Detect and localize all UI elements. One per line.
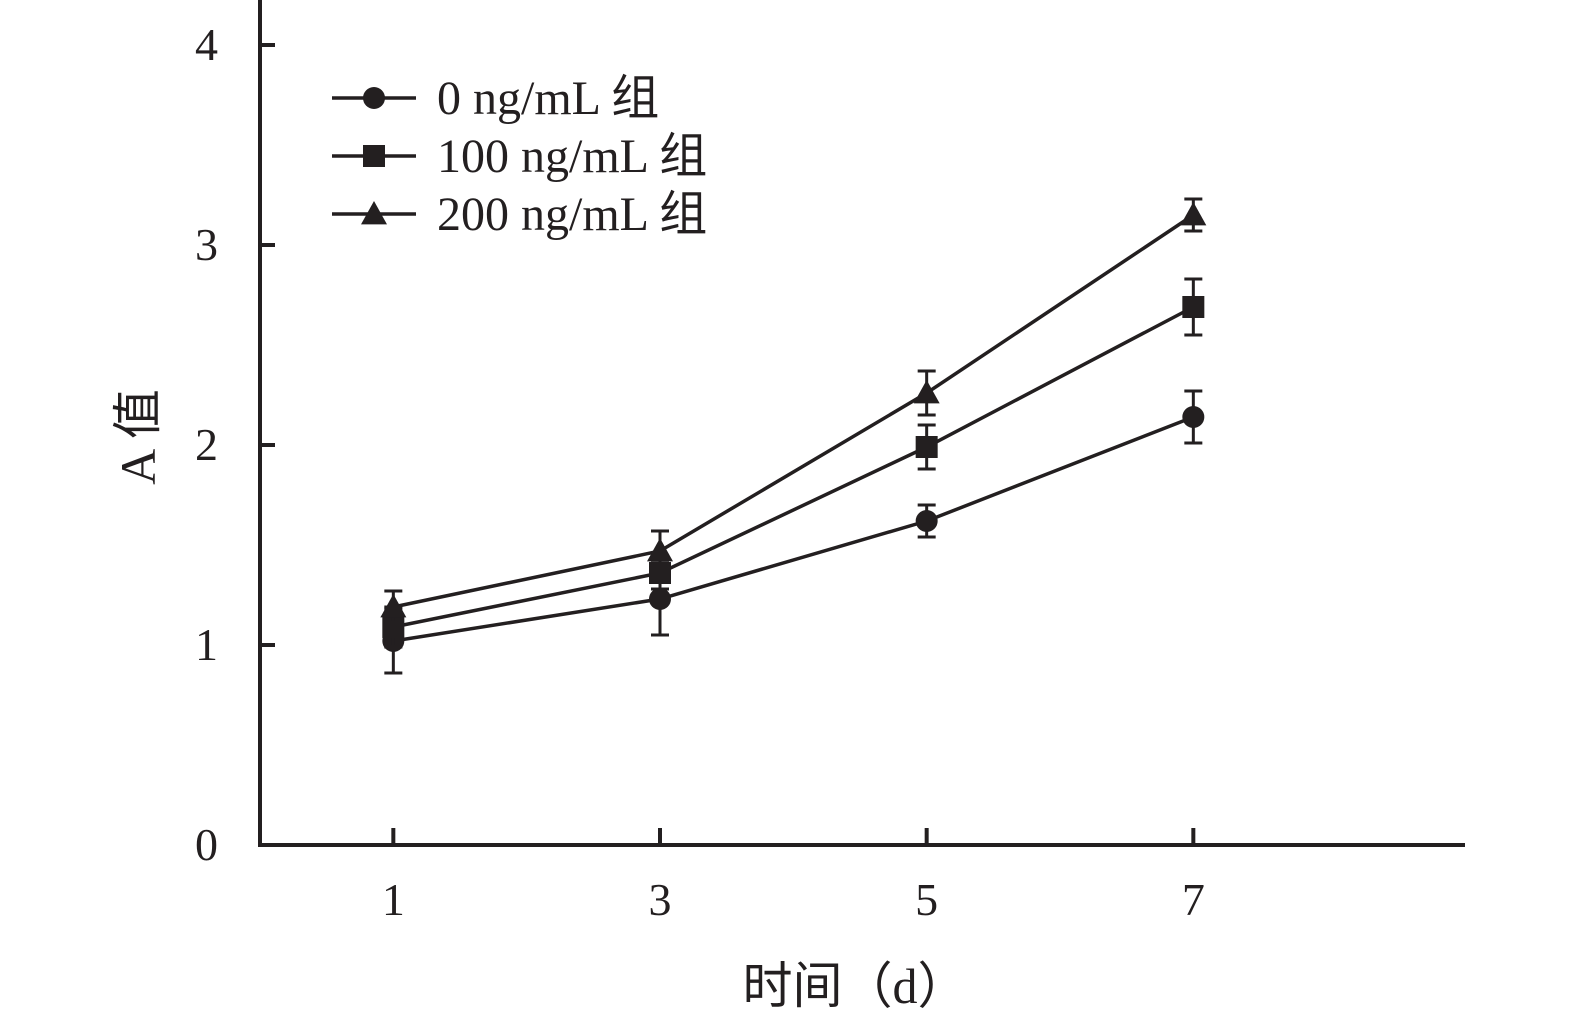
x-ticks: 1 3 5 7 [382,828,1205,925]
y-tick-label: 1 [195,619,218,670]
series-line [393,415,1194,643]
series-circle [382,389,1205,675]
axes [258,0,1465,847]
data-point [380,594,407,618]
y-tick-label: 0 [195,819,218,870]
series-line [392,305,1195,629]
x-tick-label: 5 [915,874,938,925]
series-square [382,277,1205,649]
data-point [647,538,673,562]
legend-label: 100 ng/mL 组 [437,130,707,183]
series-triangle [380,197,1207,625]
data-point [649,588,671,610]
series [380,197,1207,675]
legend-entry: 200 ng/mL 组 [332,188,707,241]
data-point [915,510,938,532]
y-tick-label: 4 [195,19,218,70]
data-point [915,436,938,458]
legend-marker [363,87,385,109]
legend-label: 0 ng/mL 组 [437,72,659,125]
x-tick-label: 3 [649,874,672,925]
y-axis-title: A 值 [110,389,166,485]
y-tick-label: 2 [195,419,218,470]
legend-entry: 100 ng/mL 组 [332,130,707,183]
data-point [1180,202,1207,226]
legend-marker [361,201,387,225]
data-point [1182,406,1205,428]
x-tick-label: 1 [382,874,405,925]
data-point [1182,296,1205,318]
y-ticks: 0 1 2 3 4 [195,19,275,870]
legend-label: 200 ng/mL 组 [437,188,707,241]
y-tick-label: 3 [195,219,218,270]
legend-marker [363,145,385,167]
data-point [649,562,671,584]
x-axis-title: 时间（d） [743,958,968,1014]
data-point [913,380,940,404]
series-line [392,213,1195,609]
x-tick-label: 7 [1182,874,1205,925]
legend-entry: 0 ng/mL 组 [332,72,659,125]
